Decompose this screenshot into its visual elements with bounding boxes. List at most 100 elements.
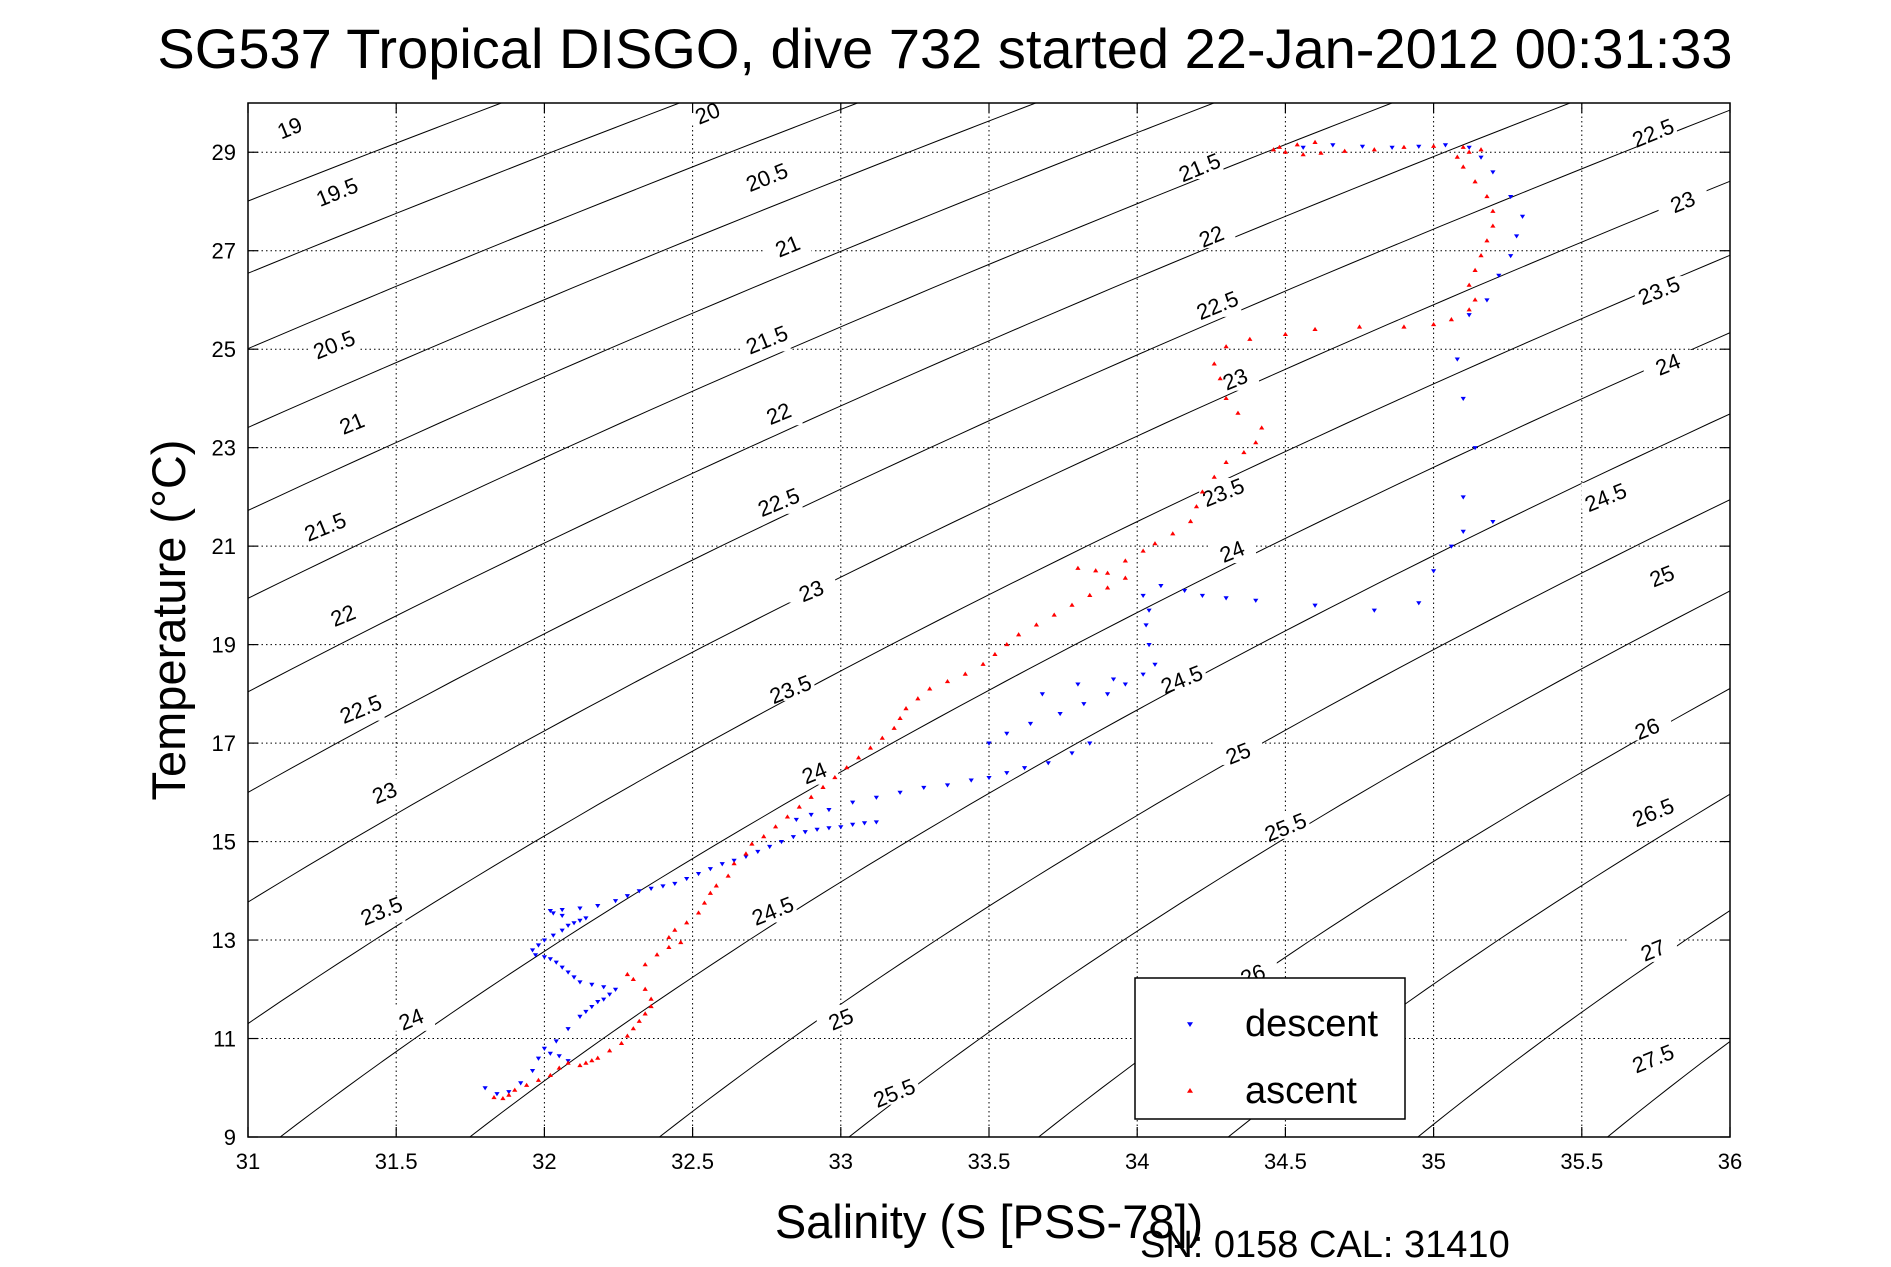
descent-point: [550, 933, 556, 938]
ascent-point: [1170, 531, 1176, 536]
descent-point: [1027, 721, 1034, 726]
ascent-point: [1318, 150, 1324, 155]
axis-ticks: 31 31.5 32 32.5 33 33.5 34 34.5 35 35.5 36 9 11 13 15 1…: [212, 103, 1742, 1174]
ascent-point: [944, 678, 951, 684]
density-contour-line: [248, 103, 1394, 599]
ascent-point: [796, 804, 802, 809]
descent-point: [1223, 596, 1229, 601]
descent-point: [1057, 711, 1063, 717]
ascent-point: [595, 1055, 601, 1060]
descent-point: [1140, 593, 1146, 598]
descent-point: [535, 1056, 542, 1061]
ascent-point: [547, 1072, 553, 1078]
ascent-point: [1472, 267, 1478, 272]
ascent-point: [589, 1058, 595, 1063]
ascent-point: [630, 976, 636, 981]
descent-point: [559, 965, 565, 970]
descent-point: [1087, 741, 1093, 746]
descent-point: [793, 817, 799, 823]
x-tick-label: 31: [236, 1149, 260, 1174]
ascent-point: [1478, 253, 1484, 258]
contour-label-bg: [357, 896, 406, 923]
descent-point: [755, 849, 761, 855]
descent-point: [1513, 234, 1520, 239]
descent-point: [1039, 692, 1045, 697]
descent-point: [1431, 569, 1437, 574]
descent-point: [695, 872, 702, 877]
contour-label-bg: [1157, 665, 1206, 692]
descent-point: [1484, 298, 1490, 303]
ascent-point: [648, 996, 654, 1001]
ascent-point: [1312, 139, 1318, 144]
descent-point: [648, 886, 654, 891]
x-tick-label: 33: [829, 1149, 853, 1174]
ascent-point: [1484, 193, 1490, 199]
ascent-point: [1199, 489, 1206, 494]
density-contour-line: [248, 109, 1730, 793]
descent-point: [684, 876, 690, 882]
contour-label-bg: [1623, 714, 1672, 741]
descent-point: [547, 957, 553, 962]
ascent-point: [607, 1048, 613, 1053]
ascent-point: [980, 661, 986, 666]
contour-label-bg: [763, 231, 812, 258]
contour-label-bg: [1211, 364, 1260, 391]
ascent-point: [583, 1060, 589, 1065]
contour-label-bg: [1581, 482, 1630, 509]
descent-point: [1152, 662, 1158, 667]
y-tick-label: 15: [212, 830, 236, 855]
descent-point: [1359, 144, 1366, 149]
ascent-point: [1371, 147, 1377, 152]
descent-point: [559, 928, 565, 933]
ascent-point: [1140, 548, 1146, 553]
descent-point: [1389, 145, 1395, 150]
descent-point: [1253, 598, 1259, 603]
ascent-point: [654, 952, 660, 957]
descent-point: [1069, 751, 1075, 756]
descent-point: [1330, 143, 1336, 148]
descent-point: [743, 854, 749, 859]
ascent-point: [1152, 541, 1158, 546]
ascent-point: [1223, 395, 1229, 400]
descent-point: [583, 916, 589, 921]
descent-point: [1300, 145, 1306, 150]
series-layer: [482, 139, 1526, 1101]
descent-point: [577, 906, 583, 911]
descent-point: [1045, 761, 1051, 766]
contour-label-bg: [748, 896, 797, 923]
ascent-point: [1087, 592, 1093, 597]
ascent-point: [491, 1095, 497, 1100]
descent-point: [1490, 519, 1496, 525]
descent-point: [897, 790, 903, 795]
descent-point: [873, 795, 879, 800]
ascent-point: [749, 841, 755, 846]
contour-label-bg: [1658, 187, 1707, 214]
descent-point: [547, 908, 553, 914]
y-tick-label: 13: [212, 928, 236, 953]
descent-point: [583, 1009, 589, 1015]
descent-point: [532, 953, 539, 958]
contour-label-bg: [816, 1004, 865, 1031]
descent-point: [541, 955, 547, 960]
descent-point: [707, 867, 713, 872]
ascent-point: [500, 1095, 506, 1101]
descent-point: [1478, 155, 1484, 160]
descent-point: [482, 1086, 488, 1091]
descent-point: [1466, 313, 1472, 318]
ascent-point: [1401, 324, 1407, 329]
ascent-point: [855, 755, 862, 760]
series-descent: [482, 143, 1526, 1097]
ascent-point: [867, 745, 874, 750]
ascent-point: [1104, 570, 1111, 575]
ascent-point: [725, 873, 731, 878]
y-tick-label: 11: [213, 1027, 236, 1052]
ascent-point: [1401, 144, 1407, 149]
descent-point: [595, 904, 601, 909]
descent-point: [529, 948, 536, 953]
ascent-point: [897, 715, 903, 721]
descent-point: [1199, 593, 1206, 598]
ascent-point: [1259, 425, 1265, 430]
descent-point: [550, 911, 556, 916]
ascent-point: [1016, 632, 1022, 637]
